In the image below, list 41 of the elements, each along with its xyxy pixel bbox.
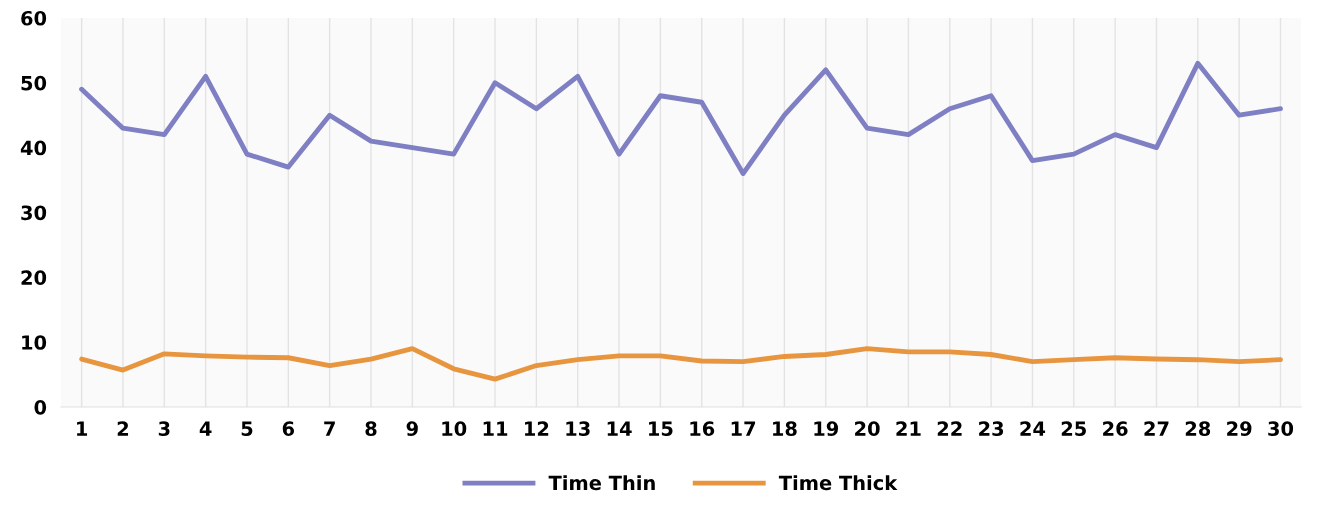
x-tick-label: 29 (1227, 421, 1252, 436)
x-tick-label: 16 (690, 421, 715, 436)
x-tick-label: 5 (241, 421, 253, 436)
x-tick-label: 12 (525, 421, 549, 436)
y-tick-label: 30 (21, 205, 47, 221)
x-tick-label: 25 (1061, 421, 1086, 436)
x-tick-label: 23 (979, 421, 1004, 436)
x-tick-label: 22 (937, 421, 962, 436)
x-tick-label: 18 (773, 421, 797, 436)
x-tick-label: 15 (649, 421, 673, 436)
x-tick-label: 11 (483, 421, 508, 436)
x-tick-label: 3 (158, 421, 170, 436)
y-tick-label: 10 (22, 335, 47, 350)
y-tick-label: 60 (21, 10, 47, 26)
x-tick-label: 21 (896, 421, 921, 436)
y-tick-label: 20 (21, 270, 47, 285)
x-tick-label: 26 (1103, 421, 1128, 436)
legend-label: Time Thick (778, 475, 898, 491)
line-series (79, 60, 1283, 176)
x-tick-label: 7 (324, 421, 335, 436)
x-tick-label: 24 (1020, 421, 1046, 436)
x-tick-label: 14 (607, 421, 632, 436)
x-tick-label: 17 (731, 421, 756, 436)
x-tick-label: 9 (406, 421, 418, 436)
x-tick-label: 13 (566, 421, 590, 436)
x-tick-label: 28 (1185, 421, 1211, 436)
x-tick-label: 1 (77, 421, 88, 436)
y-tick-label: 0 (34, 400, 47, 415)
x-tick-label: 27 (1144, 421, 1169, 436)
x-tick-label: 19 (814, 421, 839, 436)
x-tick-label: 8 (365, 421, 377, 436)
x-tick-label: 6 (282, 421, 295, 436)
x-tick-label: 30 (1268, 421, 1294, 436)
y-tick-label: 50 (21, 75, 47, 91)
x-tick-label: 2 (117, 421, 129, 436)
x-tick-label: 4 (199, 421, 212, 436)
legend-label: Time Thin (548, 475, 655, 491)
x-tick-label: 20 (855, 421, 880, 436)
y-tick-label: 40 (20, 140, 47, 156)
line-series (79, 346, 1283, 382)
x-tick-label: 10 (442, 421, 467, 436)
